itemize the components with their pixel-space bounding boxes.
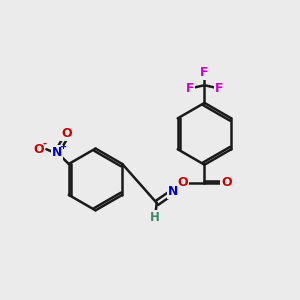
- Text: H: H: [150, 211, 160, 224]
- Text: O: O: [61, 127, 72, 140]
- Text: F: F: [215, 82, 224, 95]
- Text: F: F: [185, 82, 194, 95]
- Text: O: O: [177, 176, 188, 190]
- Text: O: O: [221, 176, 232, 190]
- Text: F: F: [200, 66, 209, 79]
- Text: O: O: [33, 143, 44, 156]
- Text: +: +: [59, 142, 66, 151]
- Text: N: N: [52, 146, 62, 159]
- Text: N: N: [168, 185, 178, 198]
- Text: -: -: [42, 138, 46, 148]
